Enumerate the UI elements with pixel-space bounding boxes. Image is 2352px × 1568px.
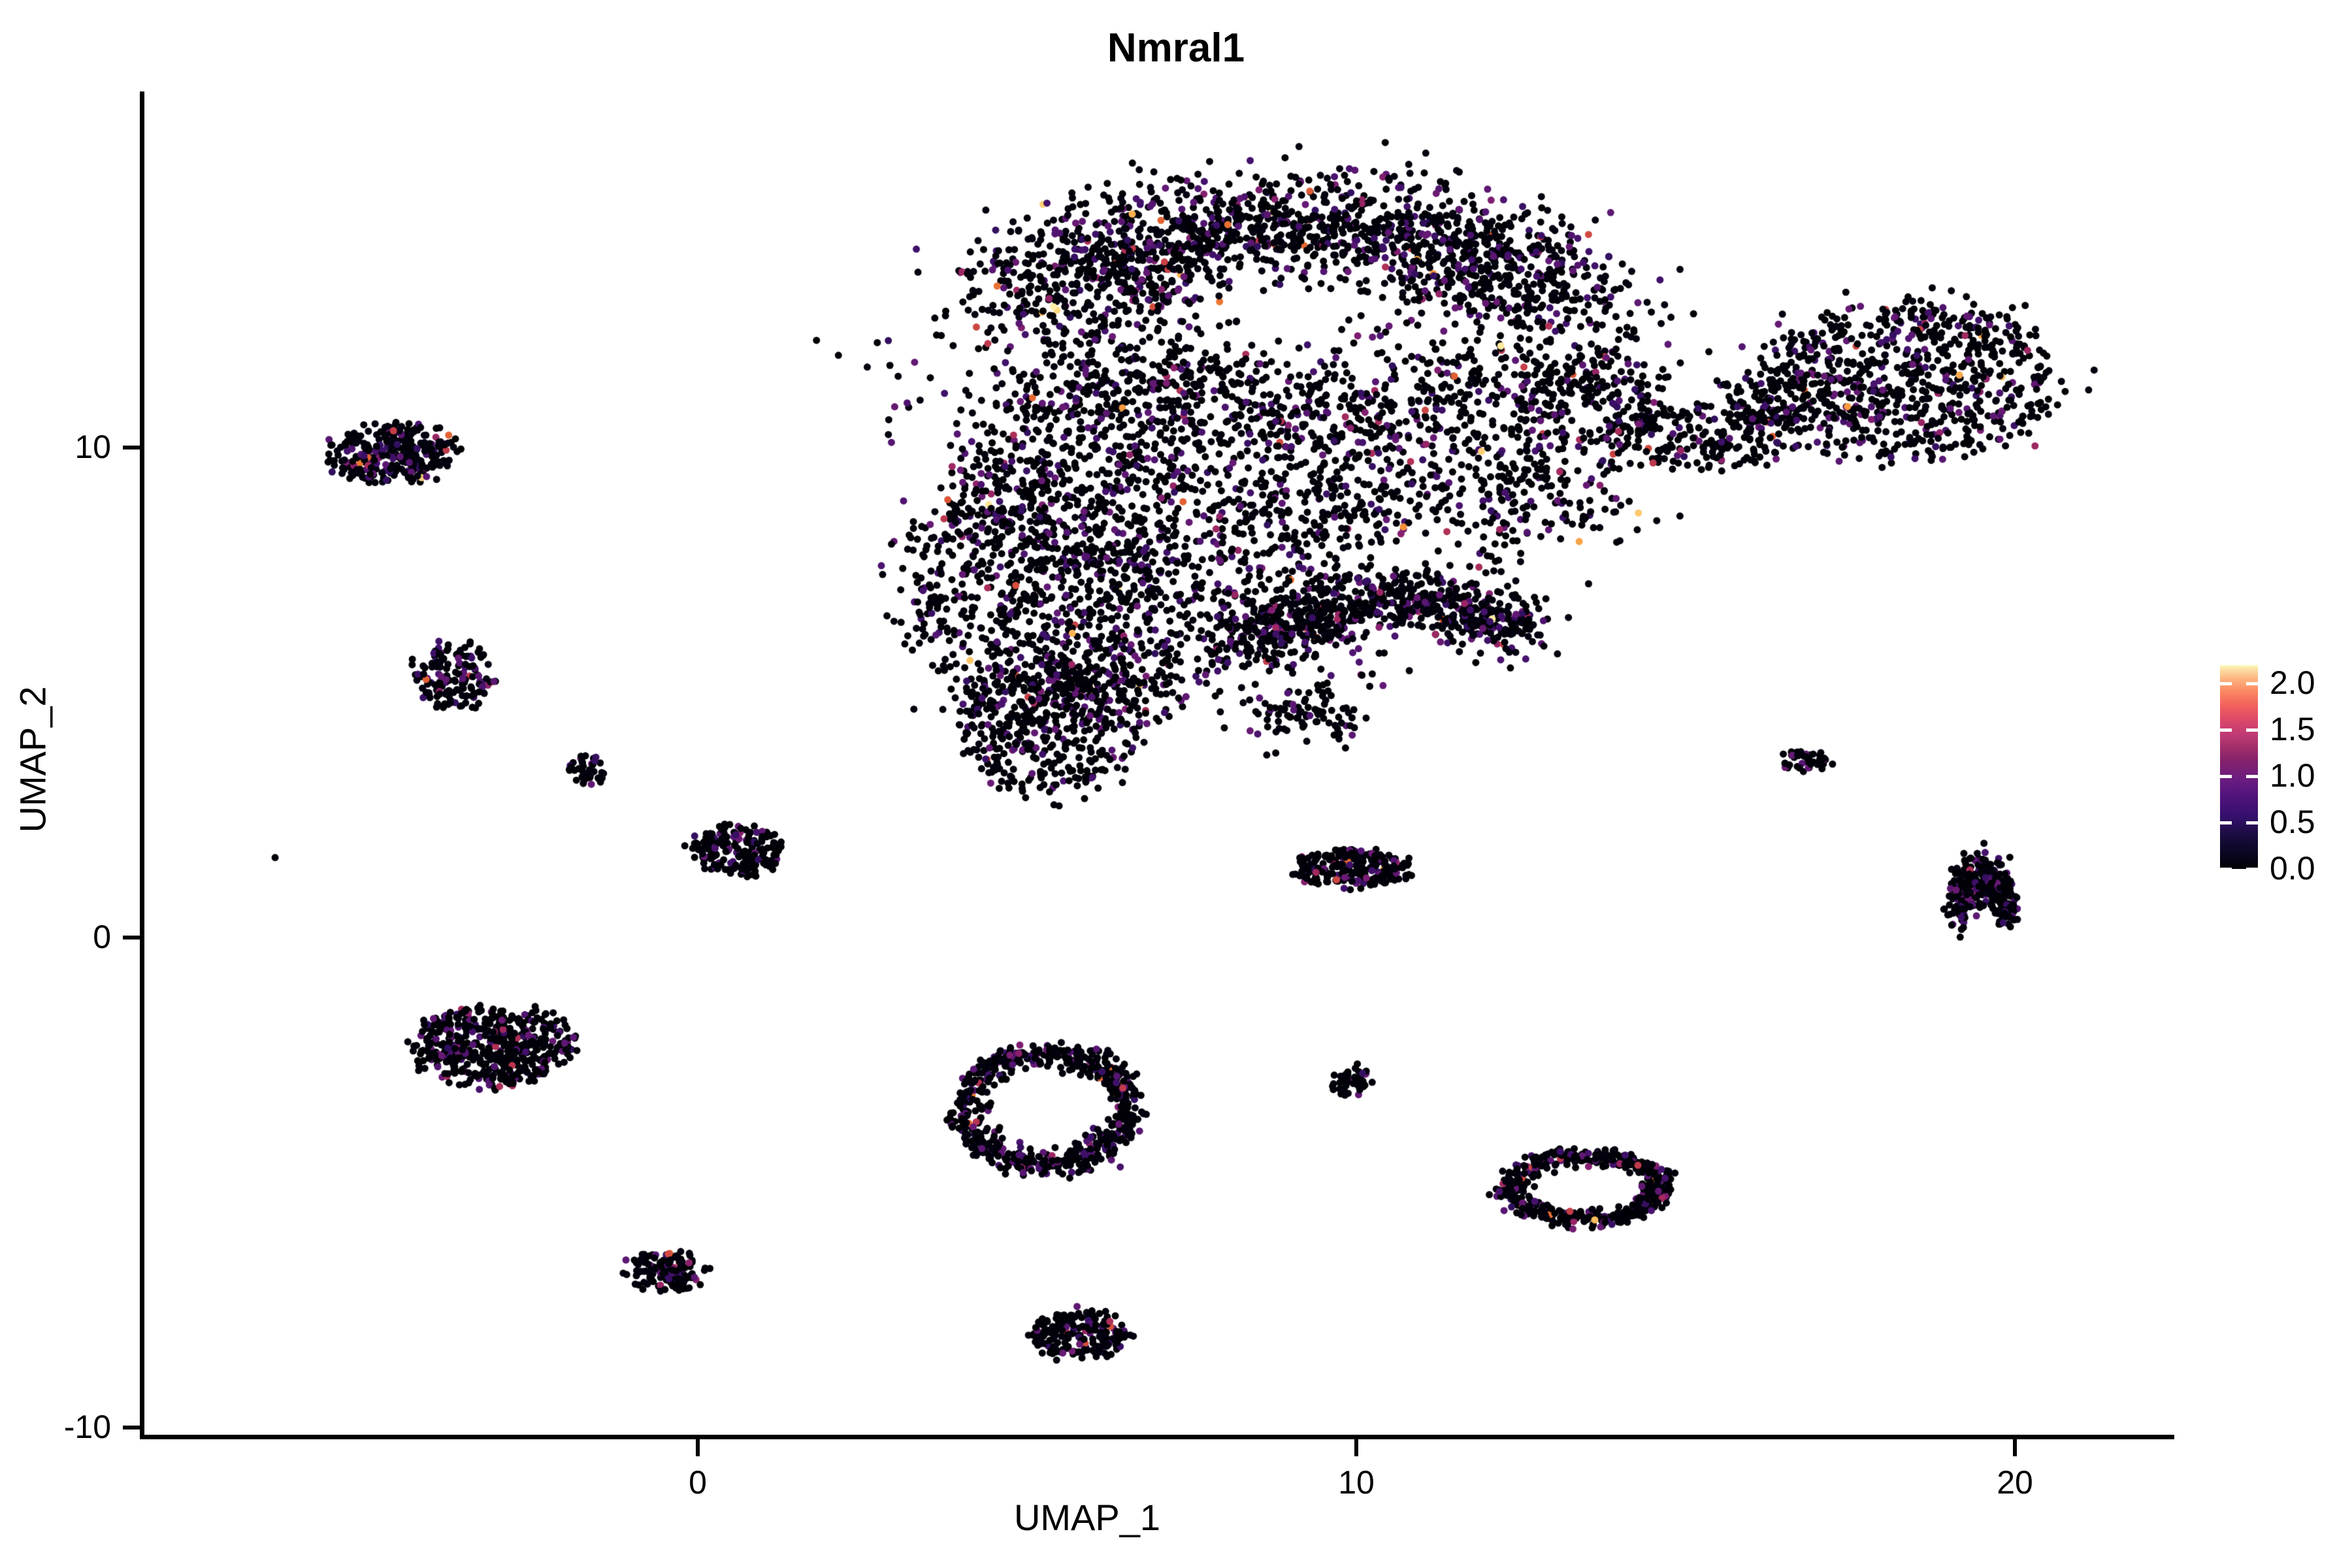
colorbar-tick-mark <box>2246 775 2258 779</box>
y-tick-label: 0 <box>93 919 111 955</box>
y-tick-label: -10 <box>63 1409 111 1445</box>
y-tick-mark <box>123 936 140 939</box>
x-tick-mark <box>696 1439 700 1456</box>
colorbar-tick-mark <box>2246 868 2258 871</box>
colorbar-tick-mark <box>2246 821 2258 825</box>
y-tick-mark <box>123 446 140 449</box>
x-tick-mark <box>1354 1439 1358 1456</box>
colorbar-tick-label: 1.0 <box>2270 757 2315 794</box>
x-axis-title: UMAP_1 <box>1013 1497 1161 1538</box>
colorbar-tick-mark <box>2246 728 2258 732</box>
y-axis-line <box>140 91 144 1439</box>
colorbar-gradient <box>2220 665 2258 869</box>
scatter-canvas <box>144 91 2174 1439</box>
colorbar-tick-label: 0.0 <box>2270 850 2315 887</box>
x-tick-mark <box>2013 1439 2017 1456</box>
plot-panel <box>144 91 2174 1439</box>
colorbar-tick-label: 2.0 <box>2270 664 2315 702</box>
y-tick-mark <box>123 1426 140 1429</box>
x-tick-label: 20 <box>1997 1464 2033 1501</box>
page-title: Nmral1 <box>1107 25 1245 71</box>
colorbar-tick-mark <box>2246 682 2258 686</box>
x-tick-label: 0 <box>689 1464 707 1501</box>
x-tick-label: 10 <box>1338 1464 1375 1501</box>
colorbar-tick-label: 0.5 <box>2270 804 2315 841</box>
colorbar-tick-mark <box>2220 821 2232 825</box>
colorbar-tick-mark <box>2220 728 2232 732</box>
color-legend: 2.0 1.5 1.0 0.5 0.0 <box>2220 664 2351 887</box>
colorbar-tick-mark <box>2220 775 2232 779</box>
colorbar-tick-label: 1.5 <box>2270 711 2315 748</box>
x-axis-line <box>140 1435 2174 1439</box>
colorbar-tick-mark <box>2220 682 2232 686</box>
y-tick-label: 10 <box>74 429 111 465</box>
colorbar-tick-mark <box>2220 868 2232 871</box>
y-axis-title: UMAP_2 <box>12 686 54 833</box>
